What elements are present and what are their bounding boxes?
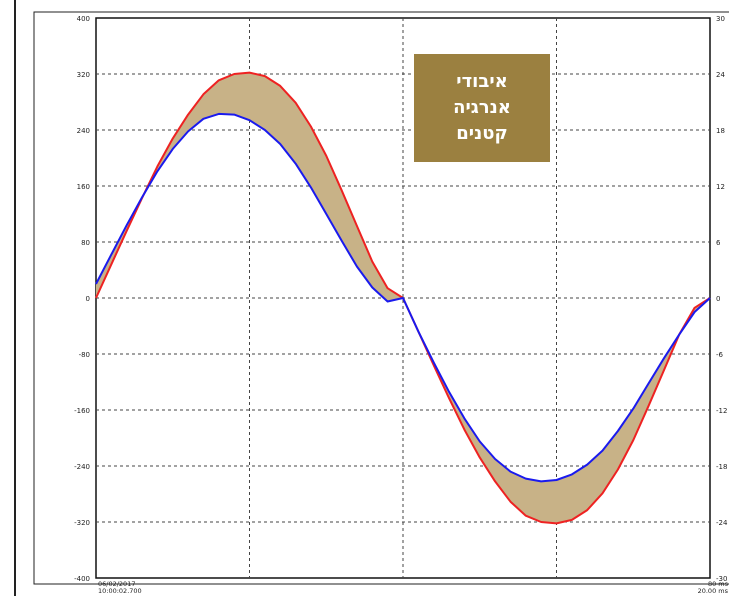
y-tick-label-right: 30 (716, 15, 725, 23)
energy-loss-callout: איבודי אנרגיה קטנים (414, 54, 550, 162)
y-tick-label-right: 12 (716, 183, 725, 191)
x-label-right: 80 ms (708, 580, 729, 588)
y-tick-label-left: 160 (77, 183, 90, 191)
x-label-right: 20.00 ms (698, 587, 729, 595)
y-tick-label-right: -24 (716, 519, 728, 527)
y-tick-label-right: -12 (716, 407, 727, 415)
y-tick-label-right: -18 (716, 463, 727, 471)
callout-line-3: קטנים (456, 123, 508, 144)
y-tick-label-right: -30 (716, 575, 727, 583)
y-tick-label-left: 0 (86, 295, 90, 303)
callout-line-2: אנרגיה (453, 97, 511, 118)
y-tick-label-right: 0 (716, 295, 720, 303)
y-tick-label-left: 400 (77, 15, 90, 23)
y-tick-label-left: -160 (74, 407, 90, 415)
x-label-left: 10:00:02.700 (98, 587, 142, 595)
y-tick-label-right: -6 (716, 351, 724, 359)
y-tick-label-right: 18 (716, 127, 725, 135)
y-tick-label-right: 6 (716, 239, 721, 247)
y-tick-label-left: 320 (77, 71, 90, 79)
y-tick-label-left: 80 (81, 239, 90, 247)
y-tick-label-right: 24 (716, 71, 725, 79)
x-label-left: 06/02/2017 (98, 580, 135, 588)
callout-line-1: איבודי (456, 71, 508, 92)
y-tick-label-left: -240 (74, 463, 90, 471)
y-tick-label-left: -80 (79, 351, 90, 359)
window-left-edge (0, 0, 16, 596)
y-tick-label-left: 240 (77, 127, 90, 135)
y-tick-label-left: -320 (74, 519, 90, 527)
y-tick-label-left: -400 (74, 575, 90, 583)
current-line (95, 112, 711, 483)
